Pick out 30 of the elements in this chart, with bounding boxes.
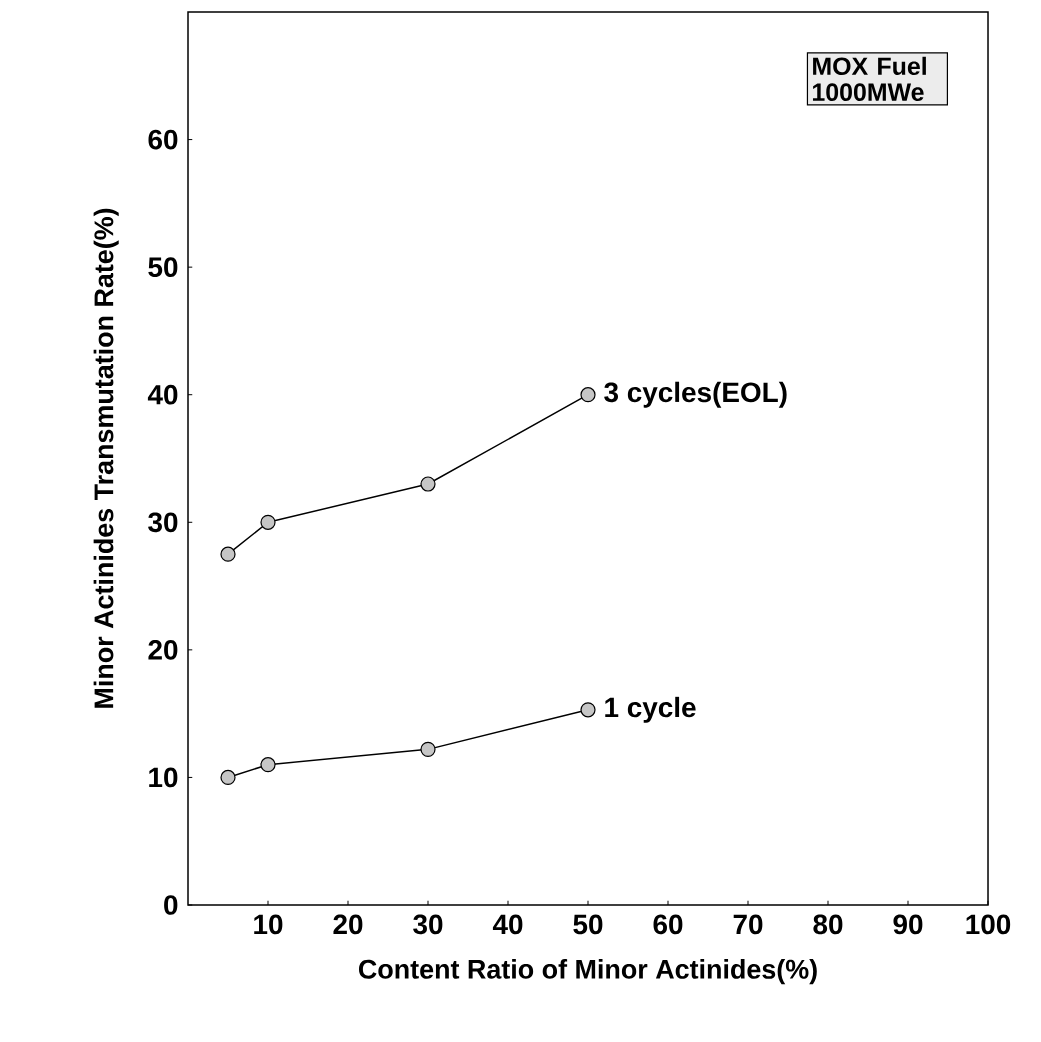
y-axis-title: Minor Actinides Transmutation Rate(%): [93, 208, 119, 708]
point: [580, 702, 596, 718]
point: [260, 757, 276, 773]
y-tick-label: 10: [149, 767, 178, 788]
x-tick-label: 50: [573, 914, 603, 935]
x-tick-label: 100: [966, 914, 1011, 935]
point: [220, 546, 236, 562]
y-tick-label: 20: [148, 639, 178, 660]
x-tick-label: 10: [254, 914, 283, 935]
y-tick-label: 60: [148, 129, 178, 150]
y-tick-label: 0: [164, 895, 178, 915]
point: [580, 387, 596, 403]
point: [260, 514, 276, 530]
x-tick-label: 70: [733, 914, 763, 935]
point: [420, 476, 436, 492]
point: [420, 741, 436, 757]
x-tick-label: 40: [492, 914, 523, 935]
x-axis-title: Content Ratio of Minor Actinides(%): [358, 959, 817, 985]
y-tick-label: 50: [148, 257, 178, 278]
series-label: 3 cycles(EOL): [604, 381, 787, 408]
series-label: 1 cycle: [605, 696, 696, 723]
x-tick-label: 90: [893, 914, 923, 935]
x-tick-label: 20: [333, 914, 363, 935]
y-tick-label: 30: [148, 512, 178, 533]
x-tick-label: 80: [813, 914, 843, 935]
point: [220, 769, 236, 786]
annotation: MOX Fuel 1000MWe: [812, 56, 926, 101]
x-tick-label: 60: [653, 914, 683, 935]
y-tick-label: 40: [147, 384, 178, 405]
x-tick-label: 30: [413, 914, 443, 935]
